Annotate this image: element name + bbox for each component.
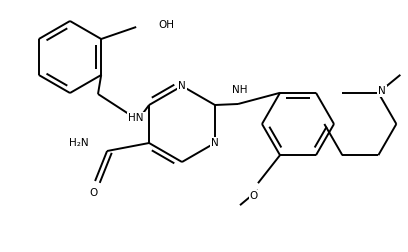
Text: O: O — [250, 191, 258, 201]
Text: O: O — [89, 188, 97, 198]
Text: OH: OH — [158, 20, 174, 30]
Text: NH: NH — [232, 85, 248, 95]
Text: H₂N: H₂N — [69, 138, 89, 148]
Text: N: N — [178, 81, 186, 91]
Text: N: N — [379, 86, 386, 96]
Text: HN: HN — [128, 113, 144, 123]
Text: N: N — [211, 138, 219, 148]
